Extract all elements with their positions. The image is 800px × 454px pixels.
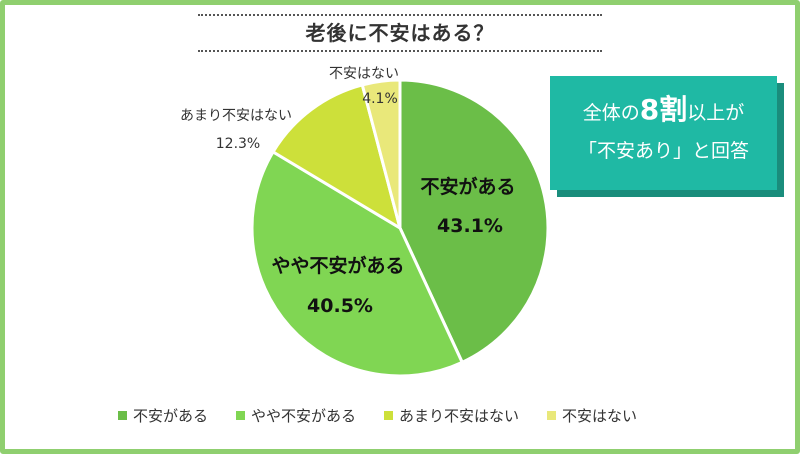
legend-swatch (547, 410, 557, 420)
legend-swatch (236, 410, 246, 420)
legend-item-1: 不安がある (118, 405, 208, 426)
pie-slice-3 (271, 83, 403, 232)
pie-slice-2 (250, 149, 465, 378)
callout-suffix: 以上が (687, 102, 745, 124)
callout-line-2: 「不安あり」と回答 (577, 140, 749, 162)
legend-item-2: やや不安がある (236, 405, 356, 426)
pie-slice-1 (398, 78, 550, 365)
slice-name-label-4: 不安はない (329, 66, 399, 82)
slice-name-label-2: やや不安がある (271, 254, 404, 277)
summary-callout: 全体の8割以上が 「不安あり」と回答 (550, 76, 777, 190)
legend-swatch (384, 410, 394, 420)
chart-legend: 不安がある やや不安がある あまり不安はない 不安はない (118, 404, 718, 426)
slice-value-label-4: 4.1% (362, 91, 398, 107)
legend-label: あまり不安はない (399, 406, 520, 425)
legend-label: 不安がある (133, 406, 209, 425)
slice-value-label-3: 12.3% (216, 136, 260, 152)
callout-prefix: 全体の (582, 102, 640, 124)
legend-label: やや不安がある (251, 406, 357, 425)
callout-highlight: 8割 (639, 93, 688, 126)
legend-label: 不安はない (562, 406, 638, 425)
legend-item-3: あまり不安はない (384, 405, 519, 426)
pie-slice-4 (360, 78, 402, 229)
title-box: 老後に不安はある？ (198, 14, 602, 52)
callout-line-1: 全体の8割以上が (550, 94, 777, 129)
slice-value-label-1: 43.1% (437, 215, 503, 237)
slice-name-label-3: あまり不安はない (180, 108, 292, 124)
slice-value-label-2: 40.5% (307, 295, 373, 317)
chart-title: 老後に不安はある？ (305, 21, 495, 45)
legend-swatch (118, 410, 127, 420)
slice-name-label-1: 不安がある (420, 175, 515, 198)
legend-item-4: 不安はない (547, 405, 637, 426)
